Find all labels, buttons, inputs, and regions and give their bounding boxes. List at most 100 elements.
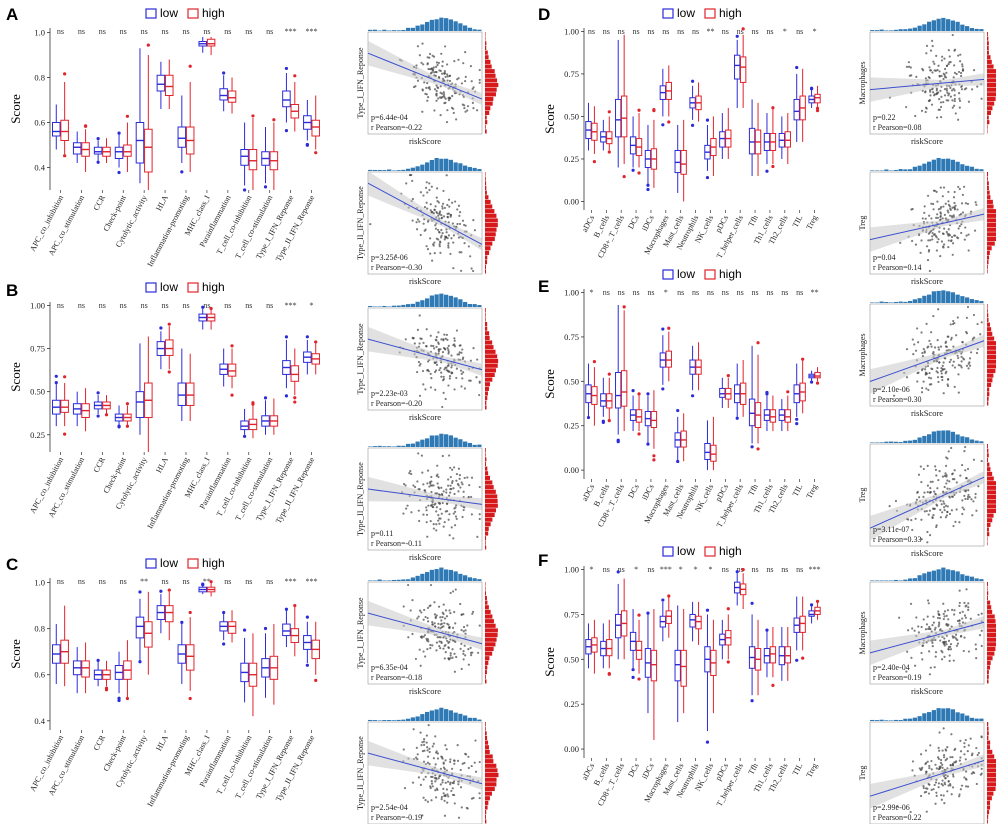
outlier-point [230,393,234,397]
significance-label: ns [224,301,231,310]
data-point [953,609,956,612]
marginal-hist-bar [485,59,491,64]
data-point [941,232,945,235]
data-point [972,69,976,72]
data-point [471,651,474,654]
data-point [426,616,429,620]
outlier-point [735,34,739,38]
data-point [441,351,445,354]
marginal-hist-bar [955,571,960,581]
marginal-hist-bar [485,69,495,74]
data-point [970,772,973,775]
data-point [914,349,918,352]
data-point [928,673,931,676]
marginal-hist-bar [987,527,989,532]
x-tick-label: HLA [154,734,170,753]
data-point [951,478,955,481]
data-point [953,97,956,101]
data-point [433,361,436,364]
data-point [959,71,963,75]
data-point [955,481,958,484]
data-point [447,198,451,201]
data-point [453,507,456,510]
data-point [925,52,928,55]
data-point [907,65,911,68]
data-point [440,338,443,341]
marginal-hist-bar [434,294,439,307]
data-point [470,764,473,768]
data-point [448,205,451,208]
y-tick-label: 0.50 [564,376,579,386]
marginal-hist-bar [987,355,996,360]
marginal-hist-bar [425,438,430,447]
data-point [471,610,475,613]
significance-label: ns [796,27,803,36]
data-point [951,33,954,37]
data-point [439,367,442,370]
marginal-hist-bar [987,731,989,736]
x-tick-label: TIL [791,214,805,229]
marginal-hist-bar [969,439,974,443]
data-point [960,202,964,205]
data-point [959,53,962,56]
data-point [470,267,473,270]
box-high [164,605,174,623]
outlier-point [96,137,100,141]
data-point [955,760,958,763]
data-point [932,189,936,192]
data-point [965,316,968,319]
data-point [943,368,946,371]
outlier-point [167,370,171,374]
data-point [443,799,446,802]
legend-key-low [145,558,157,569]
box-low [615,613,622,639]
marginal-hist-bar [485,773,499,778]
plot-frame [367,581,483,685]
outlier-point [815,106,820,110]
data-point [442,215,446,218]
data-point [961,463,964,467]
marginal-hist-bar [912,439,917,443]
marginal-hist-bar [477,444,482,447]
marginal-hist-bar [396,170,401,171]
data-point [960,74,963,78]
marginal-hist-bar [955,21,960,31]
data-point [928,88,932,92]
data-point [432,66,435,69]
marginal-hist-bar [955,294,960,303]
y-tick-label: 0.25 [564,154,579,164]
x-tick-label: Type_II_IFN_Reponse [274,193,317,263]
data-point [943,94,947,97]
marginal-hist-bar [453,297,458,307]
outlier-point [631,675,635,679]
data-point [417,360,420,364]
outlier-point [765,628,769,632]
data-point [955,334,958,337]
outlier-point [63,154,67,158]
marginal-hist-bar [485,246,491,251]
x-tick-label: Treg [804,762,819,779]
data-point [420,611,423,614]
data-point [437,331,440,334]
box-high [606,131,613,145]
marginal-hist-bar [458,23,463,31]
data-point [947,233,951,236]
data-point [437,201,440,204]
data-point [458,214,461,217]
legend-label-high: high [719,267,742,281]
data-point [428,85,431,89]
data-point [964,445,967,449]
marginal-hist-bar [485,264,487,269]
data-point [933,94,936,97]
outlier-point [222,610,226,615]
data-point [445,488,448,491]
data-point [467,663,470,666]
plot-frame [367,31,483,135]
data-point [435,84,438,87]
data-point [440,795,443,799]
significance-label: ns [203,301,210,310]
marginal-hist-bar [889,580,894,581]
confidence-band [368,170,482,251]
data-point [453,793,456,797]
x-tick-label: Tfh [746,762,759,776]
